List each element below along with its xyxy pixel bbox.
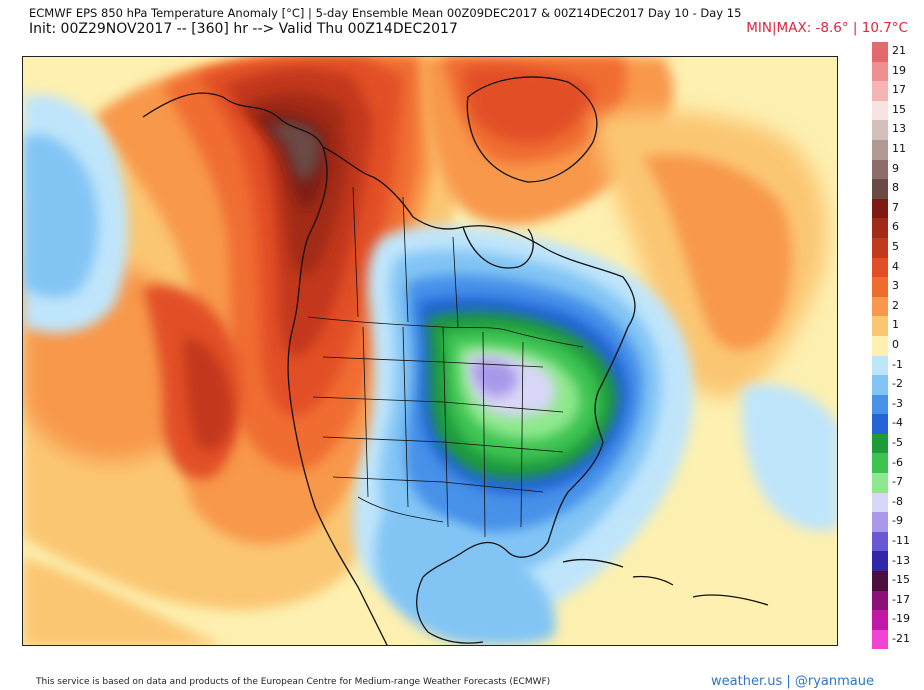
colorbar-swatch (872, 610, 888, 630)
colorbar-label: 4 (892, 259, 899, 273)
colorbar-swatch (872, 139, 888, 160)
colorbar-swatch (872, 81, 888, 101)
colorbar-swatch (872, 512, 888, 532)
colorbar-swatch (872, 335, 888, 356)
warm-anomaly-tropics (23, 557, 219, 645)
colorbar-label: -3 (892, 396, 903, 410)
cold-anomaly-pacific (23, 94, 128, 333)
colorbar-label: 15 (892, 102, 906, 116)
colorbar-swatch (872, 179, 888, 199)
colorbar-label: 3 (892, 279, 899, 293)
min-max-readout: MIN|MAX: -8.6° | 10.7°C (746, 20, 908, 36)
colorbar-swatch (872, 590, 888, 611)
attribution-note: This service is based on data and produc… (36, 677, 551, 687)
colorbar-swatch (872, 277, 888, 297)
colorbar-swatch (872, 453, 888, 474)
colorbar-label: -7 (892, 475, 903, 489)
colorbar-swatch (872, 629, 888, 650)
anomaly-map[interactable] (22, 56, 838, 646)
colorbar-label: 11 (892, 142, 906, 155)
colorbar-label: 17 (892, 83, 906, 97)
anomaly-map-canvas (23, 57, 837, 645)
colorbar-swatch (872, 100, 888, 121)
colorbar-label: 7 (892, 200, 899, 214)
colorbar-swatch (872, 414, 888, 434)
political-borders (307, 186, 584, 538)
colorbar-label: 8 (892, 181, 899, 195)
colorbar-swatch (872, 355, 888, 376)
colorbar-label: 13 (892, 122, 906, 136)
colorbar-label: -15 (892, 573, 910, 587)
warm-anomaly-greenland (423, 57, 827, 398)
colorbar-label: 1 (892, 318, 899, 332)
colorbar-label: -5 (892, 436, 903, 449)
colorbar-swatch (872, 257, 888, 278)
colorbar-label: 5 (892, 240, 899, 253)
colorbar-label: -8 (892, 494, 903, 508)
colorbar-label: -1 (892, 357, 903, 371)
colorbar-swatch (872, 218, 888, 238)
colorbar-swatch (872, 375, 888, 395)
colorbar-swatch (872, 473, 888, 493)
colorbar-swatch (872, 492, 888, 513)
cold-anomaly-atlantic (741, 384, 837, 531)
colorbar-swatch (872, 531, 888, 552)
colorbar-swatch (872, 433, 888, 454)
colorbar-swatch (872, 316, 888, 336)
title-line-1: ECMWF EPS 850 hPa Temperature Anomaly [°… (29, 6, 742, 20)
colorbar-swatch (872, 61, 888, 82)
title-line-2: Init: 00Z29NOV2017 -- [360] hr --> Valid… (29, 21, 458, 37)
colorbar-label: -13 (892, 553, 910, 567)
colorbar-label: 2 (892, 298, 899, 312)
coastlines (142, 76, 769, 645)
colorbar-label: -19 (892, 612, 910, 626)
colorbar-swatch (872, 42, 888, 62)
brand-link[interactable]: weather.us | @ryanmaue (711, 674, 874, 689)
colorbar-swatch (872, 198, 888, 219)
colorbar-swatch (872, 159, 888, 180)
colorbar (872, 42, 888, 650)
colorbar-label: 19 (892, 63, 906, 77)
colorbar-label: 6 (892, 220, 899, 234)
colorbar-label: 0 (892, 338, 899, 351)
colorbar-label: -4 (892, 416, 903, 430)
colorbar-swatch (872, 571, 888, 591)
colorbar-label: -9 (892, 514, 903, 528)
colorbar-swatch (872, 237, 888, 258)
colorbar-label: -2 (892, 377, 903, 391)
colorbar-swatch (872, 394, 888, 415)
colorbar-label: -6 (892, 455, 903, 469)
colorbar-label: -17 (892, 592, 910, 606)
colorbar-label: -11 (892, 534, 910, 547)
colorbar-swatch (872, 120, 888, 140)
cold-anomaly-north-america (352, 225, 694, 645)
colorbar-swatch (872, 551, 888, 572)
colorbar-label: 21 (892, 44, 906, 57)
colorbar-swatch (872, 296, 888, 317)
colorbar-label: -21 (892, 632, 910, 645)
colorbar-label: 9 (892, 161, 899, 175)
